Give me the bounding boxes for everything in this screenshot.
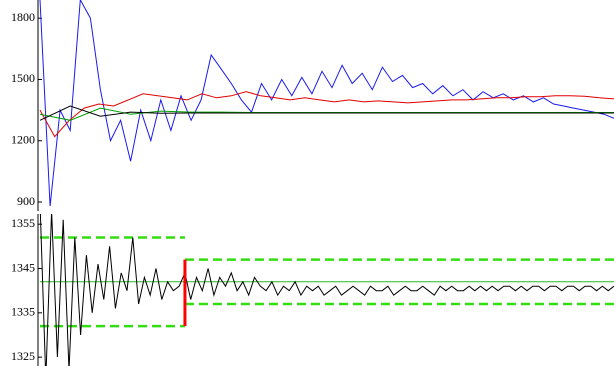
y-tick-label: 1200 [11,132,35,146]
series-line [39,107,614,121]
y-tick-label: 1335 [11,305,35,319]
series-line [39,91,614,138]
y-tick-label: 1325 [11,349,35,363]
plot-area [39,0,614,207]
y-tick-label: 1355 [11,216,35,230]
y-tick-label: 1345 [11,260,35,274]
y-tick-label: 1800 [11,10,35,24]
series-line [39,0,614,207]
plot-area [39,214,614,366]
series-line [39,214,614,366]
y-tick-label: 900 [17,194,35,208]
series-line [39,105,614,121]
y-tick-label: 1500 [11,71,35,85]
